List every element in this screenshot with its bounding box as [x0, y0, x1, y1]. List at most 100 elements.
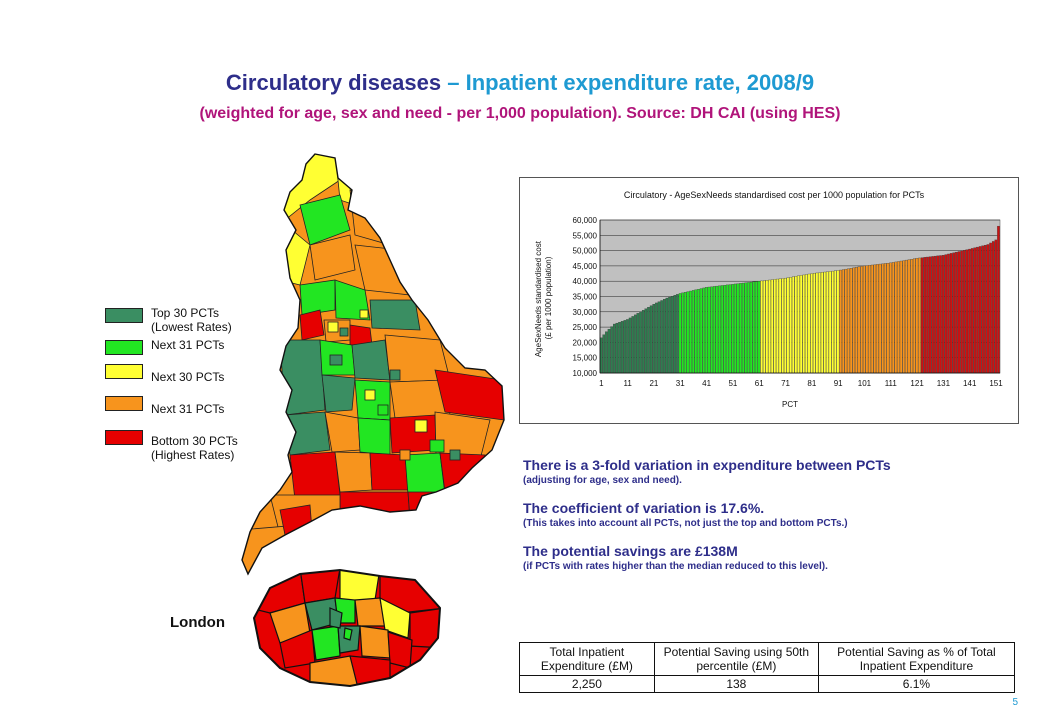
chart-bar [944, 254, 948, 374]
legend-label: Next 31 PCTs [151, 338, 225, 352]
chart-x-tick-label: 11 [623, 379, 632, 388]
chart-bar [870, 264, 874, 374]
chart-bar [647, 307, 650, 374]
chart-x-tick-label: 21 [649, 379, 658, 388]
chart-bar [960, 250, 963, 374]
legend-item-next31-orange: Next 31 PCTs [105, 396, 265, 434]
chart-bar [673, 295, 677, 374]
chart-y-tick-label: 50,000 [573, 247, 598, 256]
chart-x-tick-label: 71 [781, 379, 790, 388]
legend-item-next31-green: Next 31 PCTs [105, 338, 265, 370]
chart-bar [991, 241, 995, 374]
chart-panel: Circulatory - AgeSexNeeds standardised c… [519, 177, 1019, 424]
legend-swatch [105, 308, 143, 323]
chart-bar [799, 275, 803, 374]
chart-x-tick-label: 121 [910, 379, 924, 388]
chart-bar [699, 288, 703, 374]
chart-x-tick-label: 1 [599, 379, 604, 388]
chart-bar [957, 251, 961, 374]
chart-bar [955, 251, 958, 374]
chart-bar [734, 283, 737, 374]
chart-bar [691, 290, 695, 374]
chart-bar [718, 285, 721, 374]
chart-x-tick-label: 81 [807, 379, 816, 388]
chart-bar [936, 255, 940, 374]
table-header-cell: Potential Saving as % of Total Inpatient… [817, 642, 1016, 676]
table-cell: 2,250 [519, 675, 655, 693]
chart-bar [844, 268, 848, 374]
chart-bar [902, 260, 906, 374]
chart-bar [678, 293, 682, 374]
findings-notes: There is a 3-fold variation in expenditu… [523, 456, 1023, 585]
chart-x-tick-label: 151 [989, 379, 1003, 388]
chart-bar [997, 225, 1000, 374]
legend-item-next30-yellow: Next 30 PCTs [105, 364, 265, 402]
chart-bar [668, 296, 671, 374]
chart-y-tick-label: 45,000 [573, 262, 598, 271]
chart-x-tick-label: 101 [858, 379, 872, 388]
chart-bar [923, 257, 927, 374]
chart-bar [805, 274, 808, 374]
note-savings-detail: (if PCTs with rates higher than the medi… [523, 561, 828, 572]
chart-y-tick-label: 25,000 [573, 323, 598, 332]
page-title: Circulatory diseases – Inpatient expendi… [0, 70, 1040, 96]
chart-bar [939, 255, 942, 374]
chart-bar [713, 286, 716, 374]
chart-y-tick-label: 15,000 [573, 354, 598, 363]
chart-bar [915, 258, 919, 374]
chart-bar [778, 278, 782, 374]
chart-bar [786, 277, 790, 374]
note-coefficient-heading: The coefficient of variation is 17.6%. [523, 500, 765, 516]
chart-x-tick-label: 141 [963, 379, 977, 388]
chart-bar [926, 256, 929, 374]
chart-bar [968, 248, 971, 374]
note-savings-heading: The potential savings are £138M [523, 543, 738, 559]
chart-bar [720, 285, 724, 374]
chart-title: Circulatory - AgeSexNeeds standardised c… [624, 190, 925, 200]
chart-bar [865, 265, 869, 374]
chart-bar [823, 271, 827, 374]
chart-bar [970, 248, 974, 374]
legend-label: Bottom 30 PCTs (Highest Rates) [151, 434, 238, 462]
england-map [241, 153, 505, 576]
map-legend: Top 30 PCTs (Lowest Rates) Next 31 PCTs … [105, 306, 265, 466]
page-number: 5 [1012, 697, 1018, 708]
chart-bar [810, 273, 813, 374]
chart-bar [789, 277, 792, 374]
chart-bar [728, 284, 732, 374]
table-header-row: Total Inpatient Expenditure (£M) Potenti… [519, 642, 1016, 676]
chart-y-tick-label: 40,000 [573, 277, 598, 286]
chart-bar [949, 253, 953, 374]
chart-bar [768, 279, 771, 374]
chart-bar [631, 316, 634, 374]
chart-bar [655, 302, 658, 374]
chart-bar [676, 294, 679, 374]
chart-bar [973, 247, 977, 374]
chart-bar [757, 281, 761, 374]
chart-bar [813, 273, 816, 374]
chart-bar [920, 257, 924, 374]
chart-bar [884, 263, 887, 374]
chart-bar [934, 255, 937, 374]
chart-y-tick-label: 30,000 [573, 308, 598, 317]
chart-bar [736, 283, 740, 374]
chart-bar [952, 252, 956, 374]
chart-bar [847, 268, 850, 374]
chart-bar [794, 276, 798, 374]
chart-bar [931, 256, 934, 374]
table-header-cell: Potential Saving using 50th percentile (… [653, 642, 819, 676]
chart-bar [918, 257, 921, 374]
chart-x-tick-label: 31 [676, 379, 685, 388]
chart-x-tick-label: 61 [755, 379, 764, 388]
chart-bar [760, 280, 763, 374]
chart-bar [639, 311, 642, 374]
chart-bar [984, 244, 987, 374]
chart-bar [836, 270, 840, 374]
chart-bar [807, 273, 811, 374]
chart-bar [649, 305, 653, 374]
chart-bar [694, 289, 698, 374]
chart-bar [726, 284, 729, 374]
chart-bar [797, 275, 800, 374]
chart-bar [602, 334, 606, 374]
chart-bar [899, 260, 903, 374]
